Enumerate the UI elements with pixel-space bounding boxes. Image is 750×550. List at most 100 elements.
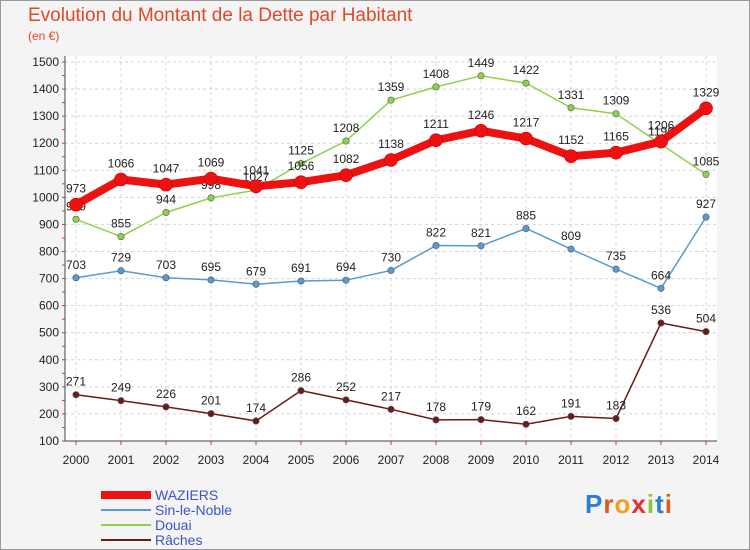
x-tick-label: 2008 — [423, 453, 450, 467]
data-label: 1449 — [468, 56, 495, 70]
logo-letter: i — [664, 489, 673, 519]
legend-swatch — [101, 491, 151, 499]
data-point — [294, 175, 308, 189]
data-point — [522, 224, 530, 232]
data-label: 1125 — [288, 144, 314, 158]
y-tick-label: 1400 — [32, 82, 59, 96]
x-tick-label: 2001 — [108, 453, 135, 467]
legend-swatch — [101, 524, 151, 526]
data-point — [72, 391, 80, 399]
data-point — [522, 79, 530, 87]
y-tick-label: 600 — [39, 299, 59, 313]
data-label: 885 — [516, 208, 536, 222]
data-label: 191 — [561, 396, 581, 410]
data-label: 1027 — [243, 170, 270, 184]
data-point — [114, 172, 128, 187]
data-label: 1085 — [693, 154, 720, 168]
data-point — [339, 168, 353, 182]
data-point — [342, 396, 350, 404]
data-point — [702, 213, 710, 221]
x-tick-label: 2002 — [153, 453, 180, 467]
data-label: 703 — [156, 258, 176, 272]
x-tick-label: 2011 — [558, 453, 584, 467]
data-point — [162, 403, 170, 411]
data-label: 1165 — [603, 130, 629, 144]
data-point — [612, 110, 620, 118]
x-tick-label: 2010 — [513, 453, 540, 467]
logo-letter: o — [614, 489, 632, 519]
data-point — [162, 274, 170, 282]
data-point — [432, 416, 440, 424]
data-point — [387, 405, 395, 413]
data-label: 1309 — [603, 94, 630, 108]
x-tick-label: 2006 — [333, 453, 360, 467]
data-point — [297, 277, 305, 285]
data-point — [657, 284, 665, 292]
y-tick-label: 1100 — [33, 163, 59, 177]
x-tick-label: 2009 — [468, 453, 495, 467]
data-label: 809 — [561, 229, 581, 243]
data-point — [612, 265, 620, 273]
data-label: 183 — [606, 399, 626, 413]
y-tick-label: 1200 — [32, 136, 59, 150]
x-tick-label: 2000 — [63, 453, 90, 467]
data-point — [432, 242, 440, 250]
data-label: 1331 — [558, 88, 585, 102]
legend-label: Râches — [155, 532, 203, 548]
legend-label: Sin-le-Noble — [155, 502, 233, 518]
data-label: 1246 — [468, 108, 495, 122]
y-tick-label: 100 — [39, 434, 59, 448]
data-point — [297, 160, 305, 168]
logo-letter: r — [603, 489, 615, 519]
data-point — [72, 274, 80, 282]
data-label: 691 — [291, 261, 311, 275]
data-point — [252, 280, 260, 288]
data-label: 174 — [246, 401, 266, 415]
data-point — [477, 72, 485, 80]
data-point — [429, 133, 443, 148]
data-label: 249 — [111, 381, 131, 395]
y-tick-label: 900 — [39, 217, 59, 231]
y-tick-label: 1300 — [32, 109, 59, 123]
data-label: 664 — [651, 268, 671, 282]
data-label: 217 — [381, 389, 401, 403]
data-point — [342, 137, 350, 145]
data-label: 1211 — [423, 117, 449, 131]
x-tick-label: 2013 — [648, 453, 675, 467]
data-point — [204, 171, 218, 186]
x-tick-label: 2012 — [603, 453, 630, 467]
y-tick-label: 500 — [39, 326, 59, 340]
y-tick-label: 300 — [39, 380, 59, 394]
data-point — [387, 266, 395, 274]
data-label: 162 — [516, 404, 536, 418]
chart-subtitle: (en €) — [28, 29, 60, 43]
data-label: 973 — [66, 182, 86, 196]
data-label: 1408 — [423, 67, 450, 81]
data-label: 226 — [156, 387, 176, 401]
data-label: 695 — [201, 260, 221, 274]
data-point — [477, 416, 485, 424]
data-label: 536 — [651, 303, 671, 317]
y-tick-label: 1500 — [32, 55, 59, 69]
data-label: 179 — [471, 400, 491, 414]
data-point — [657, 319, 665, 327]
data-point — [564, 149, 578, 164]
data-point — [207, 194, 215, 202]
y-tick-label: 400 — [39, 353, 59, 367]
data-point — [162, 209, 170, 217]
data-label: 822 — [426, 226, 446, 240]
data-point — [699, 101, 713, 116]
proxiti-logo: Proxiti — [585, 489, 673, 520]
data-point — [69, 197, 83, 212]
data-point — [207, 410, 215, 418]
data-point — [342, 276, 350, 284]
data-label: 927 — [696, 197, 716, 211]
x-tick-label: 2004 — [243, 453, 270, 467]
data-label: 735 — [606, 249, 626, 263]
data-point — [567, 412, 575, 420]
data-label: 1422 — [513, 63, 540, 77]
data-label: 178 — [426, 400, 446, 414]
data-label: 1041 — [243, 163, 270, 177]
